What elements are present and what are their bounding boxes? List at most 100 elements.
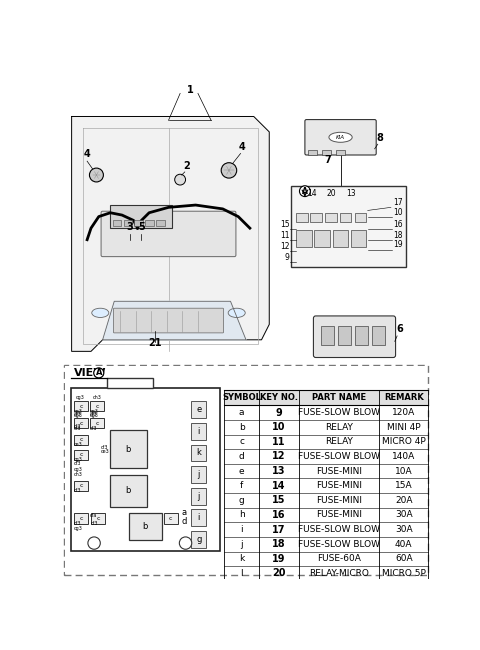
Text: j: j xyxy=(198,491,200,500)
Text: j: j xyxy=(198,470,200,479)
Bar xyxy=(338,326,350,345)
Bar xyxy=(191,531,206,548)
Text: c: c xyxy=(79,516,83,521)
Bar xyxy=(109,474,147,507)
Text: 11: 11 xyxy=(272,437,286,447)
Bar xyxy=(109,430,147,469)
Text: FUSE-MINI: FUSE-MINI xyxy=(316,510,362,519)
Text: cf3: cf3 xyxy=(74,462,82,466)
Bar xyxy=(355,213,366,222)
Text: g: g xyxy=(239,496,245,505)
Text: 40A: 40A xyxy=(395,540,412,549)
Polygon shape xyxy=(72,116,269,352)
Text: cf3: cf3 xyxy=(74,412,82,417)
Bar xyxy=(64,365,428,575)
Bar xyxy=(74,402,88,411)
Text: cf3: cf3 xyxy=(90,426,98,431)
Text: 18: 18 xyxy=(393,231,403,240)
Text: i: i xyxy=(198,513,200,522)
Bar xyxy=(123,220,132,226)
Text: c: c xyxy=(96,516,100,521)
Text: 12: 12 xyxy=(280,242,289,251)
Circle shape xyxy=(221,162,237,178)
Text: 4: 4 xyxy=(84,149,91,159)
Bar xyxy=(325,213,336,222)
Bar xyxy=(350,231,366,248)
Bar xyxy=(321,326,334,345)
Ellipse shape xyxy=(92,308,109,317)
Bar xyxy=(191,402,206,419)
Text: KIA: KIA xyxy=(336,135,345,140)
Text: 140A: 140A xyxy=(392,452,415,461)
Text: 2: 2 xyxy=(183,161,190,171)
Bar xyxy=(110,205,172,228)
Bar xyxy=(60,78,432,363)
Bar xyxy=(224,390,428,405)
Text: 11: 11 xyxy=(280,231,289,240)
Text: 1: 1 xyxy=(187,84,193,94)
Text: cf3: cf3 xyxy=(74,488,82,493)
Text: 20: 20 xyxy=(272,569,286,578)
Bar xyxy=(191,466,206,483)
Text: 19: 19 xyxy=(393,240,403,250)
Circle shape xyxy=(175,174,186,185)
Text: 10A: 10A xyxy=(395,467,412,476)
Text: c: c xyxy=(79,452,83,458)
Text: A: A xyxy=(302,187,308,196)
Text: 12: 12 xyxy=(272,452,286,461)
Bar xyxy=(156,220,165,226)
Text: cf3: cf3 xyxy=(74,521,82,527)
Text: b: b xyxy=(125,445,131,454)
Text: ch3: ch3 xyxy=(74,472,83,477)
Ellipse shape xyxy=(228,308,245,317)
Text: 16: 16 xyxy=(272,510,286,520)
Bar xyxy=(90,402,104,411)
Bar xyxy=(340,213,351,222)
Text: 10: 10 xyxy=(272,422,286,432)
Circle shape xyxy=(94,368,104,378)
Text: c: c xyxy=(79,483,83,488)
Text: g: g xyxy=(196,535,202,544)
Bar xyxy=(91,513,105,524)
Text: cg3: cg3 xyxy=(74,467,83,473)
Bar xyxy=(71,387,220,551)
FancyBboxPatch shape xyxy=(305,120,376,155)
Bar xyxy=(191,488,206,504)
Text: cf3: cf3 xyxy=(90,412,98,417)
Text: cfa: cfa xyxy=(89,513,97,518)
Bar xyxy=(74,450,88,460)
Text: REMARK: REMARK xyxy=(384,393,423,402)
Circle shape xyxy=(89,168,103,182)
Text: cf3: cf3 xyxy=(100,445,108,450)
Text: 14: 14 xyxy=(307,188,317,198)
Bar xyxy=(129,513,162,540)
Text: k: k xyxy=(196,448,201,458)
Bar xyxy=(308,150,317,155)
Text: b: b xyxy=(143,522,148,531)
Circle shape xyxy=(88,537,100,549)
Bar xyxy=(322,150,331,155)
Text: cg3: cg3 xyxy=(74,458,83,462)
Text: b: b xyxy=(125,486,131,495)
Text: PART NAME: PART NAME xyxy=(312,393,366,402)
Text: a: a xyxy=(181,508,187,517)
Text: MINI 4P: MINI 4P xyxy=(387,422,420,432)
Bar xyxy=(107,378,153,387)
Text: 8: 8 xyxy=(377,133,384,143)
Text: 9: 9 xyxy=(285,253,289,262)
Bar xyxy=(74,513,88,524)
Text: 15: 15 xyxy=(280,220,289,229)
Text: 21: 21 xyxy=(148,338,161,348)
Text: c: c xyxy=(79,421,83,426)
Text: c: c xyxy=(239,437,244,447)
Text: 30A: 30A xyxy=(395,525,412,534)
Bar xyxy=(90,419,104,428)
Text: cg3: cg3 xyxy=(74,409,83,414)
Bar xyxy=(134,220,143,226)
Text: FUSE-SLOW BLOW: FUSE-SLOW BLOW xyxy=(298,525,380,534)
Circle shape xyxy=(180,537,192,549)
Text: 18: 18 xyxy=(272,540,286,549)
Bar xyxy=(296,213,308,222)
Text: e: e xyxy=(196,406,201,414)
Text: ce3: ce3 xyxy=(100,449,109,454)
